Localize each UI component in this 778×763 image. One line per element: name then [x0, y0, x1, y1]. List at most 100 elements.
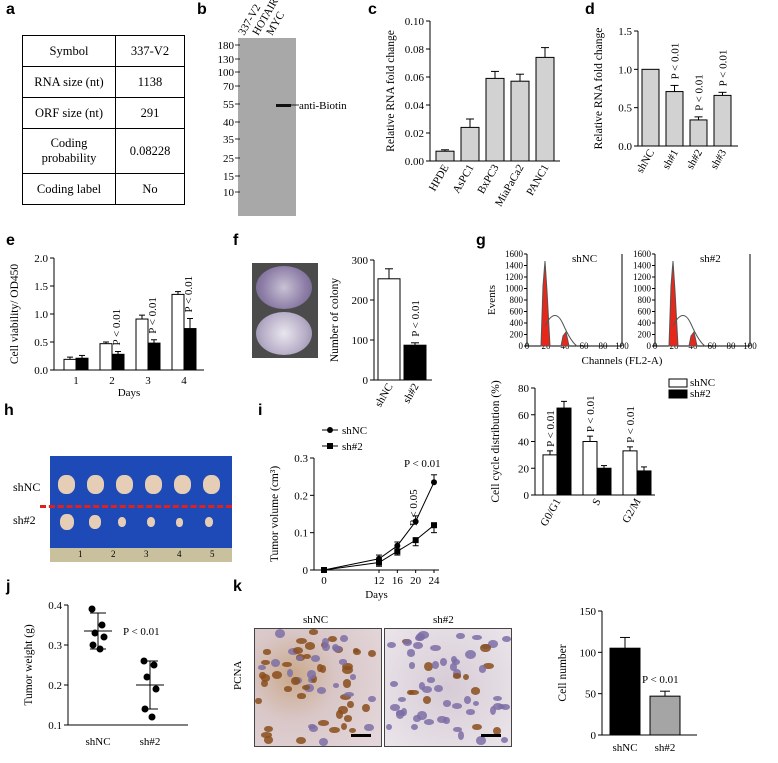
x-tick-label: sh#2 [401, 382, 422, 406]
x-axis-label: Days [365, 589, 388, 601]
y-tick-label: 1.5 [34, 281, 48, 293]
x-tick-label: 80 [599, 341, 609, 351]
cell-nucleus [452, 658, 461, 666]
cell-nucleus [470, 687, 481, 696]
data-point [412, 518, 419, 525]
p-value-annotation: P < 0.01 [545, 410, 557, 447]
cell-nucleus [264, 725, 274, 733]
cell-nucleus [418, 681, 426, 690]
x-tick-label: shNC [373, 382, 396, 410]
y-tick-label: 0.2 [294, 490, 308, 502]
cell-nucleus [259, 671, 267, 680]
panel-label-a: a [6, 1, 15, 18]
y-tick-label: 80 [518, 383, 530, 395]
y-tick-label: 300 [352, 255, 369, 267]
y-axis-label: Cell number [557, 644, 569, 701]
cell-nucleus [343, 715, 353, 722]
y-tick-label: 0.3 [48, 640, 62, 652]
y-tick-label: 100 [352, 335, 369, 347]
cell-nucleus [488, 640, 498, 648]
y-tick-label: 1200 [633, 272, 652, 282]
tumor-shnc [58, 475, 75, 494]
y-tick-label: 1.0 [618, 64, 632, 76]
legend-label: sh#2 [342, 441, 363, 453]
cell-nucleus [261, 659, 270, 665]
panel-label-i: i [258, 402, 263, 419]
cell-nucleus [347, 701, 354, 709]
x-tick-label: 0 [321, 575, 327, 587]
y-tick-label: 800 [638, 295, 652, 305]
bar [485, 77, 505, 162]
x-tick-label: 3 [145, 375, 151, 387]
bar [636, 470, 652, 496]
tumor-shnc [87, 475, 104, 494]
x-tick-label: 24 [429, 575, 441, 587]
y-tick-label: 400 [510, 318, 524, 328]
x-axis-label: Days [118, 387, 141, 399]
cell-nucleus [464, 696, 472, 704]
cell-nucleus [286, 668, 293, 678]
cell-nucleus [410, 724, 419, 731]
y-tick-label: 1000 [505, 284, 524, 294]
bar [582, 441, 598, 496]
cell-nucleus [480, 643, 491, 653]
cell-nucleus [443, 699, 452, 707]
chart-d: 0.0 0.5 1.0 1.5 Relative RNA fold change shNC… [593, 26, 738, 176]
x-tick-label: shNC [634, 148, 657, 176]
y-tick-label: 0.0 [618, 141, 632, 153]
x-tick-label: PANC1 [524, 163, 551, 198]
blot-band [276, 104, 291, 107]
y-tick-label: 200 [352, 295, 369, 307]
x-tick-label: shNC [612, 742, 637, 754]
cell-nucleus [395, 709, 405, 719]
cell-nucleus [319, 737, 329, 746]
marker-label: 130 [218, 54, 235, 66]
y-tick-label: 0.0 [34, 365, 48, 377]
x-tick-label: 2 [109, 375, 115, 387]
cell-nucleus [418, 631, 429, 639]
data-point [143, 673, 151, 681]
table-cell: 0.08228 [115, 128, 185, 174]
y-tick-label: 0 [647, 341, 652, 351]
cell-nucleus [349, 674, 357, 681]
p-value-annotation: P < 0.01 [183, 276, 195, 313]
marker-label: 15 [223, 171, 235, 183]
y-axis-label: Cell cycle distribution (%) [490, 380, 502, 502]
data-point [376, 559, 382, 566]
cell-nucleus [255, 697, 262, 705]
cell-nucleus [389, 681, 398, 688]
table-cell: No [115, 173, 185, 205]
cell-nucleus [431, 660, 439, 669]
cell-nucleus [434, 684, 444, 693]
y-tick-label: 0 [363, 375, 369, 387]
data-point [394, 548, 401, 555]
legend-label: shNC [342, 425, 367, 437]
y-tick-label: 1400 [633, 261, 652, 271]
panel-label-k: k [233, 578, 242, 595]
cell-nucleus [478, 665, 487, 674]
chart-i: 0 0.1 0.2 0.3 Tumor volume (cm³) 0 12 16 20 24 Day… [269, 425, 441, 601]
cell-nucleus [483, 662, 494, 670]
ihc-image-sh2 [384, 628, 512, 747]
scale-bar [481, 734, 501, 737]
cell-nucleus [457, 730, 464, 740]
image-label: shNC [303, 614, 329, 626]
table-cell: 1138 [115, 66, 185, 98]
cell-nucleus [291, 676, 301, 686]
ruler: 1 2 3 4 5 [50, 548, 232, 562]
flow-cytometry-plots: 0200400600800100012001400160002040608010… [486, 249, 757, 367]
tumor-sh2 [205, 517, 213, 527]
y-tick-label: 0.4 [48, 600, 62, 612]
cell-nucleus [385, 724, 393, 731]
cell-nucleus [306, 670, 316, 680]
legend-marker [327, 443, 333, 449]
cell-nucleus [416, 711, 427, 721]
cell-nucleus [500, 703, 511, 711]
tumor-sh2 [147, 517, 155, 527]
y-tick-label: 0 [303, 565, 309, 577]
cell-nucleus [322, 638, 329, 646]
bar [510, 80, 530, 162]
y-tick-label: 1200 [505, 272, 524, 282]
cell-nucleus [408, 689, 419, 695]
marker-label: 40 [223, 117, 235, 129]
